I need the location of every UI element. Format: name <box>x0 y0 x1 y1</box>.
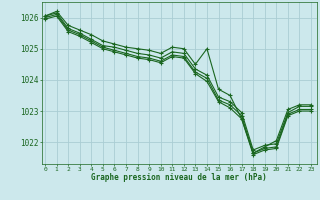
X-axis label: Graphe pression niveau de la mer (hPa): Graphe pression niveau de la mer (hPa) <box>91 173 267 182</box>
